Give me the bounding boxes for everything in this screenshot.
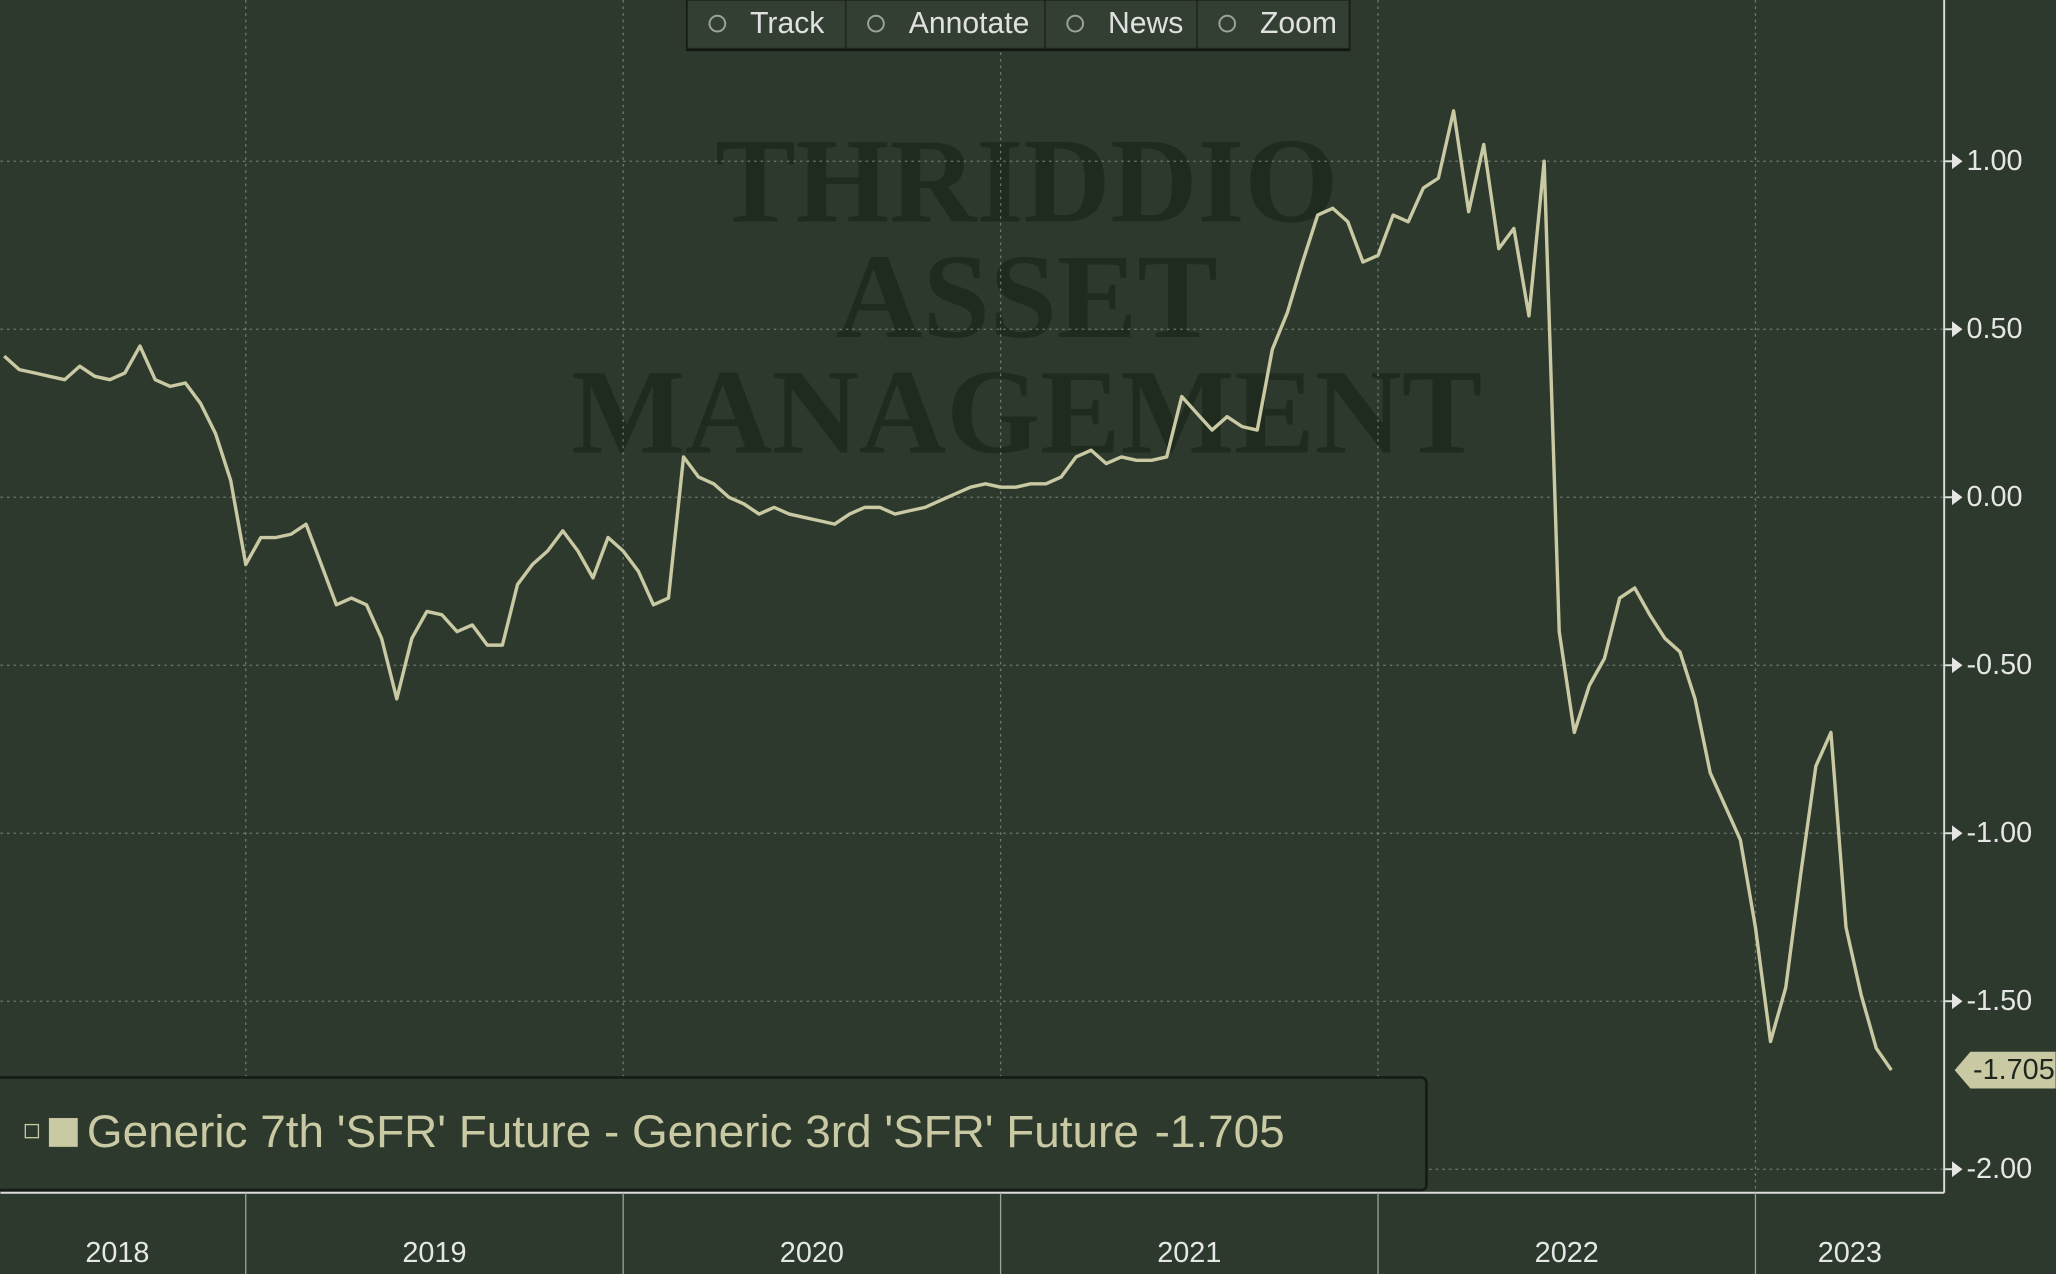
y-tick-arrow	[1952, 153, 1963, 170]
legend-text: Generic 7th 'SFR' Future - Generic 3rd '…	[87, 1105, 1285, 1157]
toolbar-button[interactable]: News	[1044, 0, 1198, 50]
series-line	[3, 109, 1893, 1072]
toolbar-button[interactable]: Annotate	[845, 0, 1046, 50]
toolbar-button-label[interactable]: Annotate	[909, 7, 1030, 40]
toolbar-button[interactable]: Zoom	[1196, 0, 1350, 50]
toolbar-button-label[interactable]: Zoom	[1260, 7, 1337, 40]
toolbar: Track Annotate News Zoom	[685, 0, 1351, 52]
y-tick-arrow	[1952, 993, 1963, 1010]
y-tick-label: 0.50	[1966, 313, 2022, 345]
x-label-strip	[0, 1194, 1945, 1274]
legend-expander	[24, 1123, 40, 1139]
toolbar-button-bg[interactable]	[845, 0, 1046, 50]
toolbar-icon[interactable]	[867, 14, 885, 33]
legend-series-name: Generic 7th 'SFR' Future - Generic 3rd '…	[87, 1105, 1139, 1157]
x-tick-label: 2022	[1535, 1237, 1599, 1269]
grid	[0, 0, 1945, 1193]
toolbar-button-bg[interactable]	[1196, 0, 1350, 50]
toolbar-icon[interactable]	[708, 14, 727, 33]
y-tick-label: 1.00	[1966, 145, 2022, 177]
toolbar-button-label[interactable]: News	[1108, 7, 1183, 40]
toolbar-button-bg[interactable]	[686, 0, 847, 50]
toolbar-button-label[interactable]: Track	[750, 7, 825, 40]
legend-box	[0, 1076, 1428, 1192]
y-tick-arrow	[1952, 321, 1963, 338]
plot	[3, 109, 1893, 1072]
toolbar-icon[interactable]	[1218, 14, 1237, 33]
watermark-text: MANAGEMENT	[571, 346, 1482, 479]
toolbar-icon[interactable]	[1066, 14, 1085, 33]
x-tick-label: 2021	[1157, 1237, 1221, 1269]
watermark-text: ASSET	[836, 231, 1218, 364]
y-tick-arrow	[1952, 657, 1963, 674]
x-tick-label: 2023	[1818, 1237, 1882, 1269]
legend-swatch	[48, 1118, 78, 1147]
last-value-label: -1.705	[1973, 1054, 2055, 1086]
y-tick-label: -1.50	[1966, 985, 2032, 1017]
y-tick-label: 0.00	[1966, 481, 2022, 513]
y-tick-label: -2.00	[1966, 1153, 2032, 1185]
x-tick-label: 2020	[780, 1237, 844, 1269]
legend: Generic 7th 'SFR' Future - Generic 3rd '…	[0, 1076, 1428, 1192]
legend-last-value: -1.705	[1155, 1105, 1285, 1157]
y-tick-arrow	[1952, 489, 1963, 506]
y-tick-label: -0.50	[1966, 649, 2032, 681]
toolbar-button[interactable]: Track	[686, 0, 847, 50]
y-tick-label: -1.00	[1966, 817, 2032, 849]
y-tick-arrow	[1952, 1161, 1963, 1178]
last-value-badge	[1954, 1051, 2056, 1089]
y-tick-arrow	[1952, 825, 1963, 842]
x-tick-label: 2018	[85, 1237, 149, 1269]
watermark-text: THRIDDIO	[715, 116, 1338, 249]
x-tick-label: 2019	[402, 1237, 466, 1269]
